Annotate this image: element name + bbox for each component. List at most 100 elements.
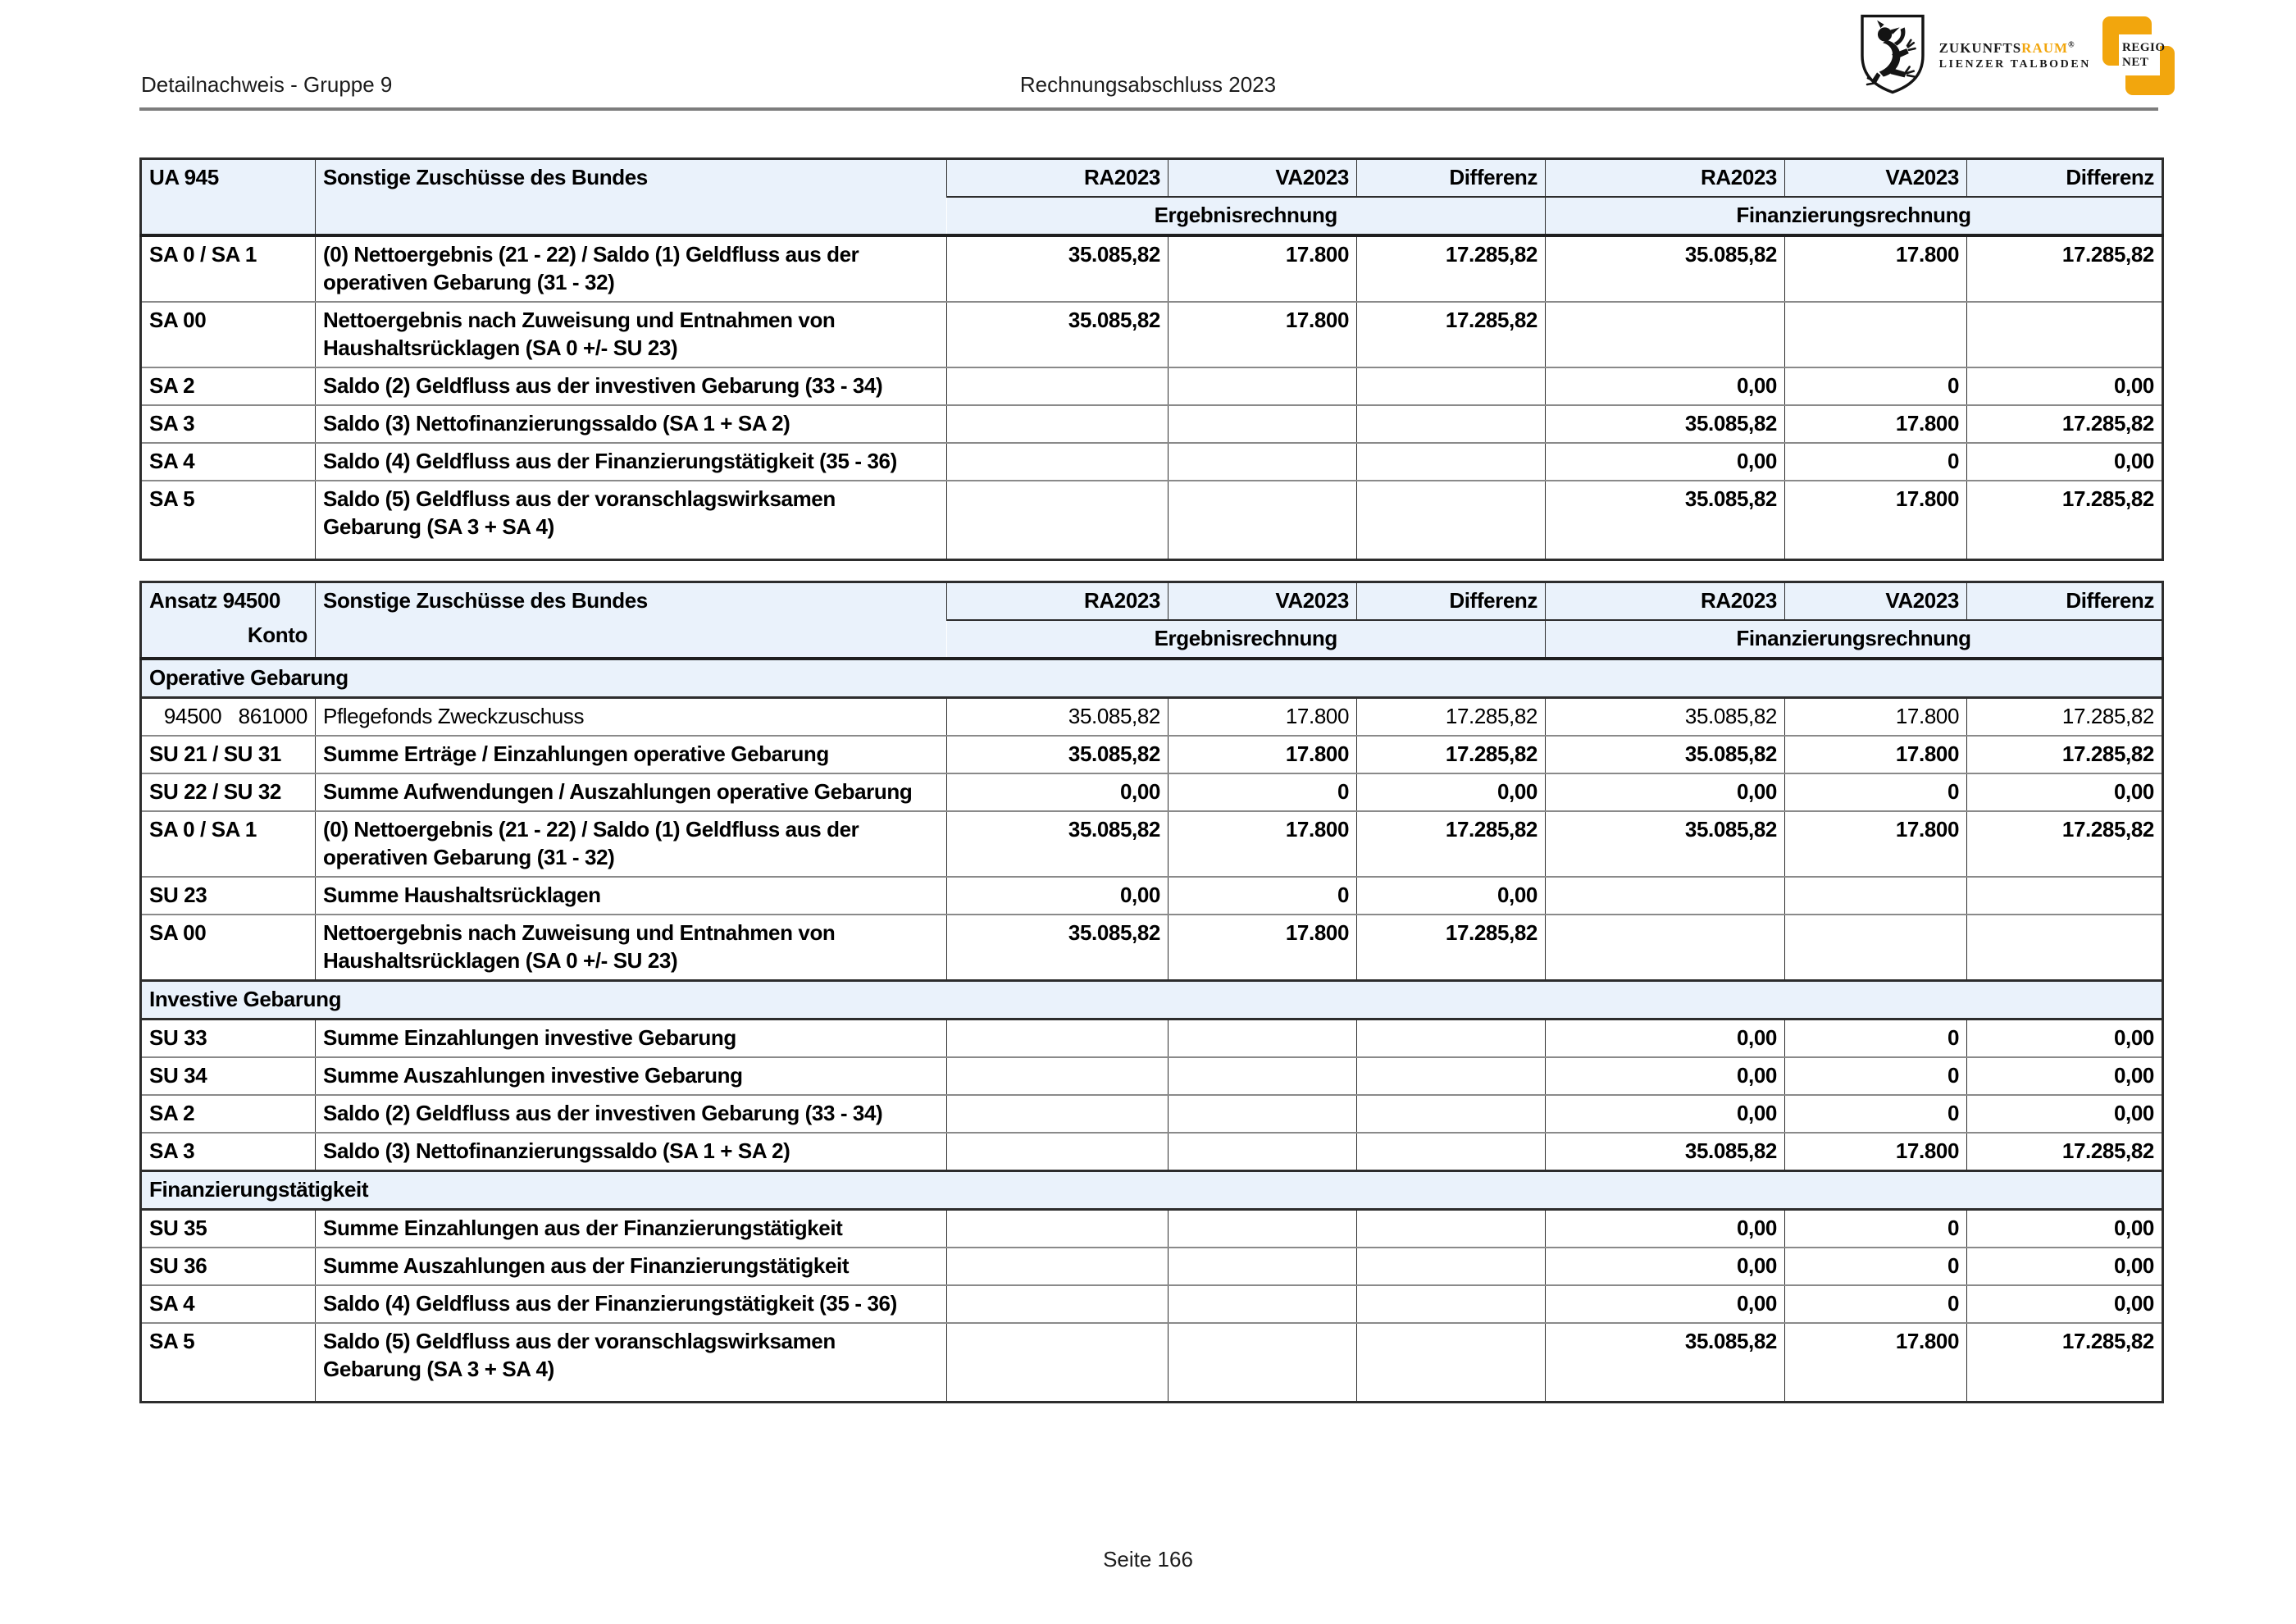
row-code-cell: SA 00 — [140, 301, 316, 367]
value-cell: 0,00 — [1966, 1208, 2163, 1248]
value-cell: 17.800 — [1784, 480, 1967, 560]
table-header-row: UA 945 Sonstige Zuschüsse des Bundes RA2… — [140, 158, 2163, 237]
col-header-va2023-finanzierung: VA2023 — [1784, 158, 1967, 198]
group-header-ergebnisrechnung: Ergebnisrechnung — [946, 620, 1546, 660]
zukunftsraum-wordmark: ZUKUNFTSRAUM® LIENZER TALBODEN — [1939, 40, 2091, 71]
table-row: SU 23 Summe Haushaltsrücklagen 0,00 0 0,… — [140, 876, 2163, 915]
col-header-ra2023-finanzierung: RA2023 — [1545, 582, 1785, 621]
value-cell: 17.285,82 — [1966, 1132, 2163, 1171]
row-code-cell: SA 2 — [140, 1094, 316, 1133]
table-header-group-row: Ergebnisrechnung Finanzierungsrechnung — [141, 620, 2163, 660]
value-cell: 17.285,82 — [1966, 696, 2163, 736]
value-cell — [1784, 914, 1967, 981]
section-row: Finanzierungstätigkeit — [140, 1170, 2163, 1211]
value-cell: 17.800 — [1168, 914, 1357, 981]
value-cell — [1356, 1208, 1546, 1248]
value-cell — [1168, 1208, 1357, 1248]
value-cell — [946, 480, 1168, 560]
row-label-cell: Nettoergebnis nach Zuweisung und Entnahm… — [315, 301, 947, 367]
value-cell — [1545, 876, 1785, 915]
row-code-cell: SA 5 — [140, 1322, 316, 1403]
zukunftsraum-gold: RAUM — [2021, 40, 2069, 56]
value-cell: 17.800 — [1168, 235, 1357, 302]
row-code-cell: SA 3 — [140, 404, 316, 443]
value-cell: 0,00 — [1545, 367, 1785, 405]
value-cell — [1168, 1132, 1357, 1171]
row-code-cell: SA 4 — [140, 442, 316, 481]
value-cell — [1356, 442, 1546, 481]
value-cell: 17.285,82 — [1356, 914, 1546, 981]
value-cell — [1168, 480, 1357, 560]
value-cell — [946, 1132, 1168, 1171]
value-cell — [1356, 1284, 1546, 1323]
page-header-center: Rechnungsabschluss 2023 — [1019, 72, 1277, 97]
row-code-cell: SU 35 — [140, 1208, 316, 1248]
value-cell: 17.285,82 — [1356, 735, 1546, 773]
table-ua-945: UA 945 Sonstige Zuschüsse des Bundes RA2… — [139, 157, 2164, 561]
col-header-va2023-ergebnis: VA2023 — [1168, 582, 1357, 621]
table-row: SU 34 Summe Auszahlungen investive Gebar… — [140, 1056, 2163, 1095]
value-cell — [1168, 1094, 1357, 1133]
row-code-cell: SU 22 / SU 32 — [140, 773, 316, 811]
value-cell: 35.085,82 — [946, 735, 1168, 773]
col-header-ra2023-finanzierung: RA2023 — [1545, 158, 1785, 198]
value-cell: 17.285,82 — [1356, 696, 1546, 736]
table-row: SA 0 / SA 1 (0) Nettoergebnis (21 - 22) … — [140, 810, 2163, 877]
value-cell — [1168, 1018, 1357, 1057]
value-cell: 17.800 — [1168, 301, 1357, 367]
row-code-cell: SA 2 — [140, 367, 316, 405]
col-header-differenz-ergebnis: Differenz — [1356, 158, 1546, 198]
value-cell: 35.085,82 — [946, 696, 1168, 736]
section-row: Investive Gebarung — [140, 979, 2163, 1020]
table-title: Sonstige Zuschüsse des Bundes — [315, 582, 947, 660]
value-cell: 17.285,82 — [1356, 301, 1546, 367]
col-header-ra2023-ergebnis: RA2023 — [946, 582, 1168, 621]
value-cell: 35.085,82 — [1545, 1132, 1785, 1171]
table-row: SA 3 Saldo (3) Nettofinanzierungssaldo (… — [140, 404, 2163, 443]
value-cell — [1966, 914, 2163, 981]
value-cell: 0,00 — [1966, 367, 2163, 405]
regionet-label: REGIO NET — [2119, 34, 2165, 75]
value-cell: 0,00 — [1966, 1018, 2163, 1057]
value-cell: 0,00 — [1545, 1056, 1785, 1095]
page-number: Seite 166 — [1103, 1547, 1193, 1572]
value-cell: 0,00 — [1966, 1284, 2163, 1323]
coat-of-arms-icon — [1857, 13, 1928, 99]
value-cell — [1356, 404, 1546, 443]
row-label-cell: Summe Erträge / Einzahlungen operative G… — [315, 735, 947, 773]
row-label-cell: Saldo (5) Geldfluss aus der voranschlags… — [315, 480, 947, 560]
table-row: SU 21 / SU 31 Summe Erträge / Einzahlung… — [140, 735, 2163, 773]
row-label-cell: Pflegefonds Zweckzuschuss — [315, 696, 947, 736]
table-row: SA 2 Saldo (2) Geldfluss aus der investi… — [140, 367, 2163, 405]
value-cell: 17.285,82 — [1356, 235, 1546, 302]
value-cell — [946, 1094, 1168, 1133]
row-label-cell: Saldo (5) Geldfluss aus der voranschlags… — [315, 1322, 947, 1403]
value-cell — [1784, 301, 1967, 367]
value-cell — [946, 1018, 1168, 1057]
value-cell: 17.800 — [1784, 1132, 1967, 1171]
value-cell — [1356, 1132, 1546, 1171]
row-label-cell: Saldo (4) Geldfluss aus der Finanzierung… — [315, 442, 947, 481]
section-row: Operative Gebarung — [140, 657, 2163, 699]
value-cell — [1356, 1056, 1546, 1095]
value-cell: 17.285,82 — [1966, 480, 2163, 560]
table-row: SA 4 Saldo (4) Geldfluss aus der Finanzi… — [140, 442, 2163, 481]
table-header-row: Ansatz 94500 Konto Sonstige Zuschüsse de… — [140, 582, 2163, 660]
row-label-cell: Summe Aufwendungen / Auszahlungen operat… — [315, 773, 947, 811]
value-cell: 35.085,82 — [1545, 696, 1785, 736]
row-label-cell: Saldo (2) Geldfluss aus der investiven G… — [315, 367, 947, 405]
col-header-va2023-ergebnis: VA2023 — [1168, 158, 1357, 198]
row-label-cell: Saldo (4) Geldfluss aus der Finanzierung… — [315, 1284, 947, 1323]
value-cell — [1168, 1284, 1357, 1323]
table-code: UA 945 — [140, 158, 316, 237]
page-header-left: Detailnachweis - Gruppe 9 — [141, 72, 393, 97]
value-cell: 17.800 — [1168, 696, 1357, 736]
row-label-cell: Summe Haushaltsrücklagen — [315, 876, 947, 915]
table-row: SA 4 Saldo (4) Geldfluss aus der Finanzi… — [140, 1284, 2163, 1323]
value-cell: 0,00 — [1356, 773, 1546, 811]
value-cell — [1168, 404, 1357, 443]
value-cell — [1356, 1018, 1546, 1057]
value-cell — [1356, 1094, 1546, 1133]
value-cell: 17.800 — [1168, 810, 1357, 877]
value-cell — [946, 404, 1168, 443]
